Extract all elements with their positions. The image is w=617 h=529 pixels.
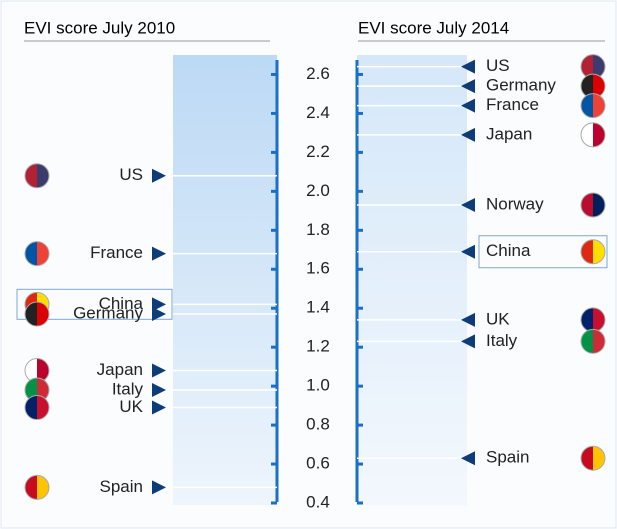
left-band	[173, 55, 277, 505]
country-label: Japan	[97, 360, 143, 379]
arrow-marker	[461, 334, 475, 349]
country-label: US	[486, 56, 510, 75]
arrow-marker	[461, 79, 475, 94]
highlight-box	[16, 288, 173, 320]
arrow-marker	[152, 307, 166, 322]
arrow-marker	[152, 168, 166, 183]
country-label: France	[90, 243, 143, 262]
country-label: Spain	[100, 477, 143, 496]
arrow-marker	[152, 363, 166, 378]
country-label: France	[486, 95, 539, 114]
flag	[24, 241, 50, 267]
arrow-marker	[152, 297, 166, 312]
flag	[580, 93, 606, 119]
arrow-marker	[461, 244, 475, 259]
country-label: Spain	[486, 448, 529, 467]
country-label: Italy	[486, 331, 518, 350]
y-tick-label: 1.4	[306, 298, 330, 317]
arrow-marker	[461, 98, 475, 113]
panel-title: EVI score July 2010	[24, 18, 175, 37]
flag	[580, 445, 606, 471]
y-tick-label: 2.2	[306, 142, 330, 161]
y-tick-label: 0.4	[306, 492, 330, 511]
country-label: UK	[119, 397, 143, 416]
y-tick-label: 2.4	[306, 103, 330, 122]
right-band	[357, 55, 467, 505]
y-tick-label: 2.0	[306, 181, 330, 200]
flag	[580, 307, 606, 333]
arrow-marker	[461, 59, 475, 74]
panel-title: EVI score July 2014	[358, 18, 509, 37]
y-tick-label: 0.6	[306, 454, 330, 473]
y-tick-label: 2.6	[306, 64, 330, 83]
flag	[580, 239, 606, 265]
flag	[580, 192, 606, 218]
arrow-marker	[152, 400, 166, 415]
country-label: Germany	[486, 76, 556, 95]
y-tick-label: 1.8	[306, 220, 330, 239]
arrow-marker	[152, 480, 166, 495]
arrow-marker	[461, 197, 475, 212]
flag	[24, 301, 50, 327]
country-label: Italy	[112, 380, 144, 399]
arrow-marker	[152, 383, 166, 398]
highlight-box	[478, 235, 608, 269]
y-tick-label: 1.6	[306, 259, 330, 278]
arrow-marker	[152, 246, 166, 261]
country-label: Germany	[73, 304, 143, 323]
flag	[580, 122, 606, 148]
flag	[24, 474, 50, 500]
flag	[580, 328, 606, 354]
country-label: Norway	[486, 194, 544, 213]
flag	[24, 395, 50, 421]
country-label: Japan	[486, 124, 532, 143]
country-label: China	[486, 241, 531, 260]
country-label: China	[99, 294, 144, 313]
arrow-marker	[461, 127, 475, 142]
arrow-marker	[461, 451, 475, 466]
country-label: UK	[486, 309, 510, 328]
country-label: US	[119, 165, 143, 184]
y-tick-label: 1.0	[306, 376, 330, 395]
y-tick-label: 0.8	[306, 415, 330, 434]
y-tick-label: 1.2	[306, 337, 330, 356]
flag	[24, 163, 50, 189]
arrow-marker	[461, 312, 475, 327]
